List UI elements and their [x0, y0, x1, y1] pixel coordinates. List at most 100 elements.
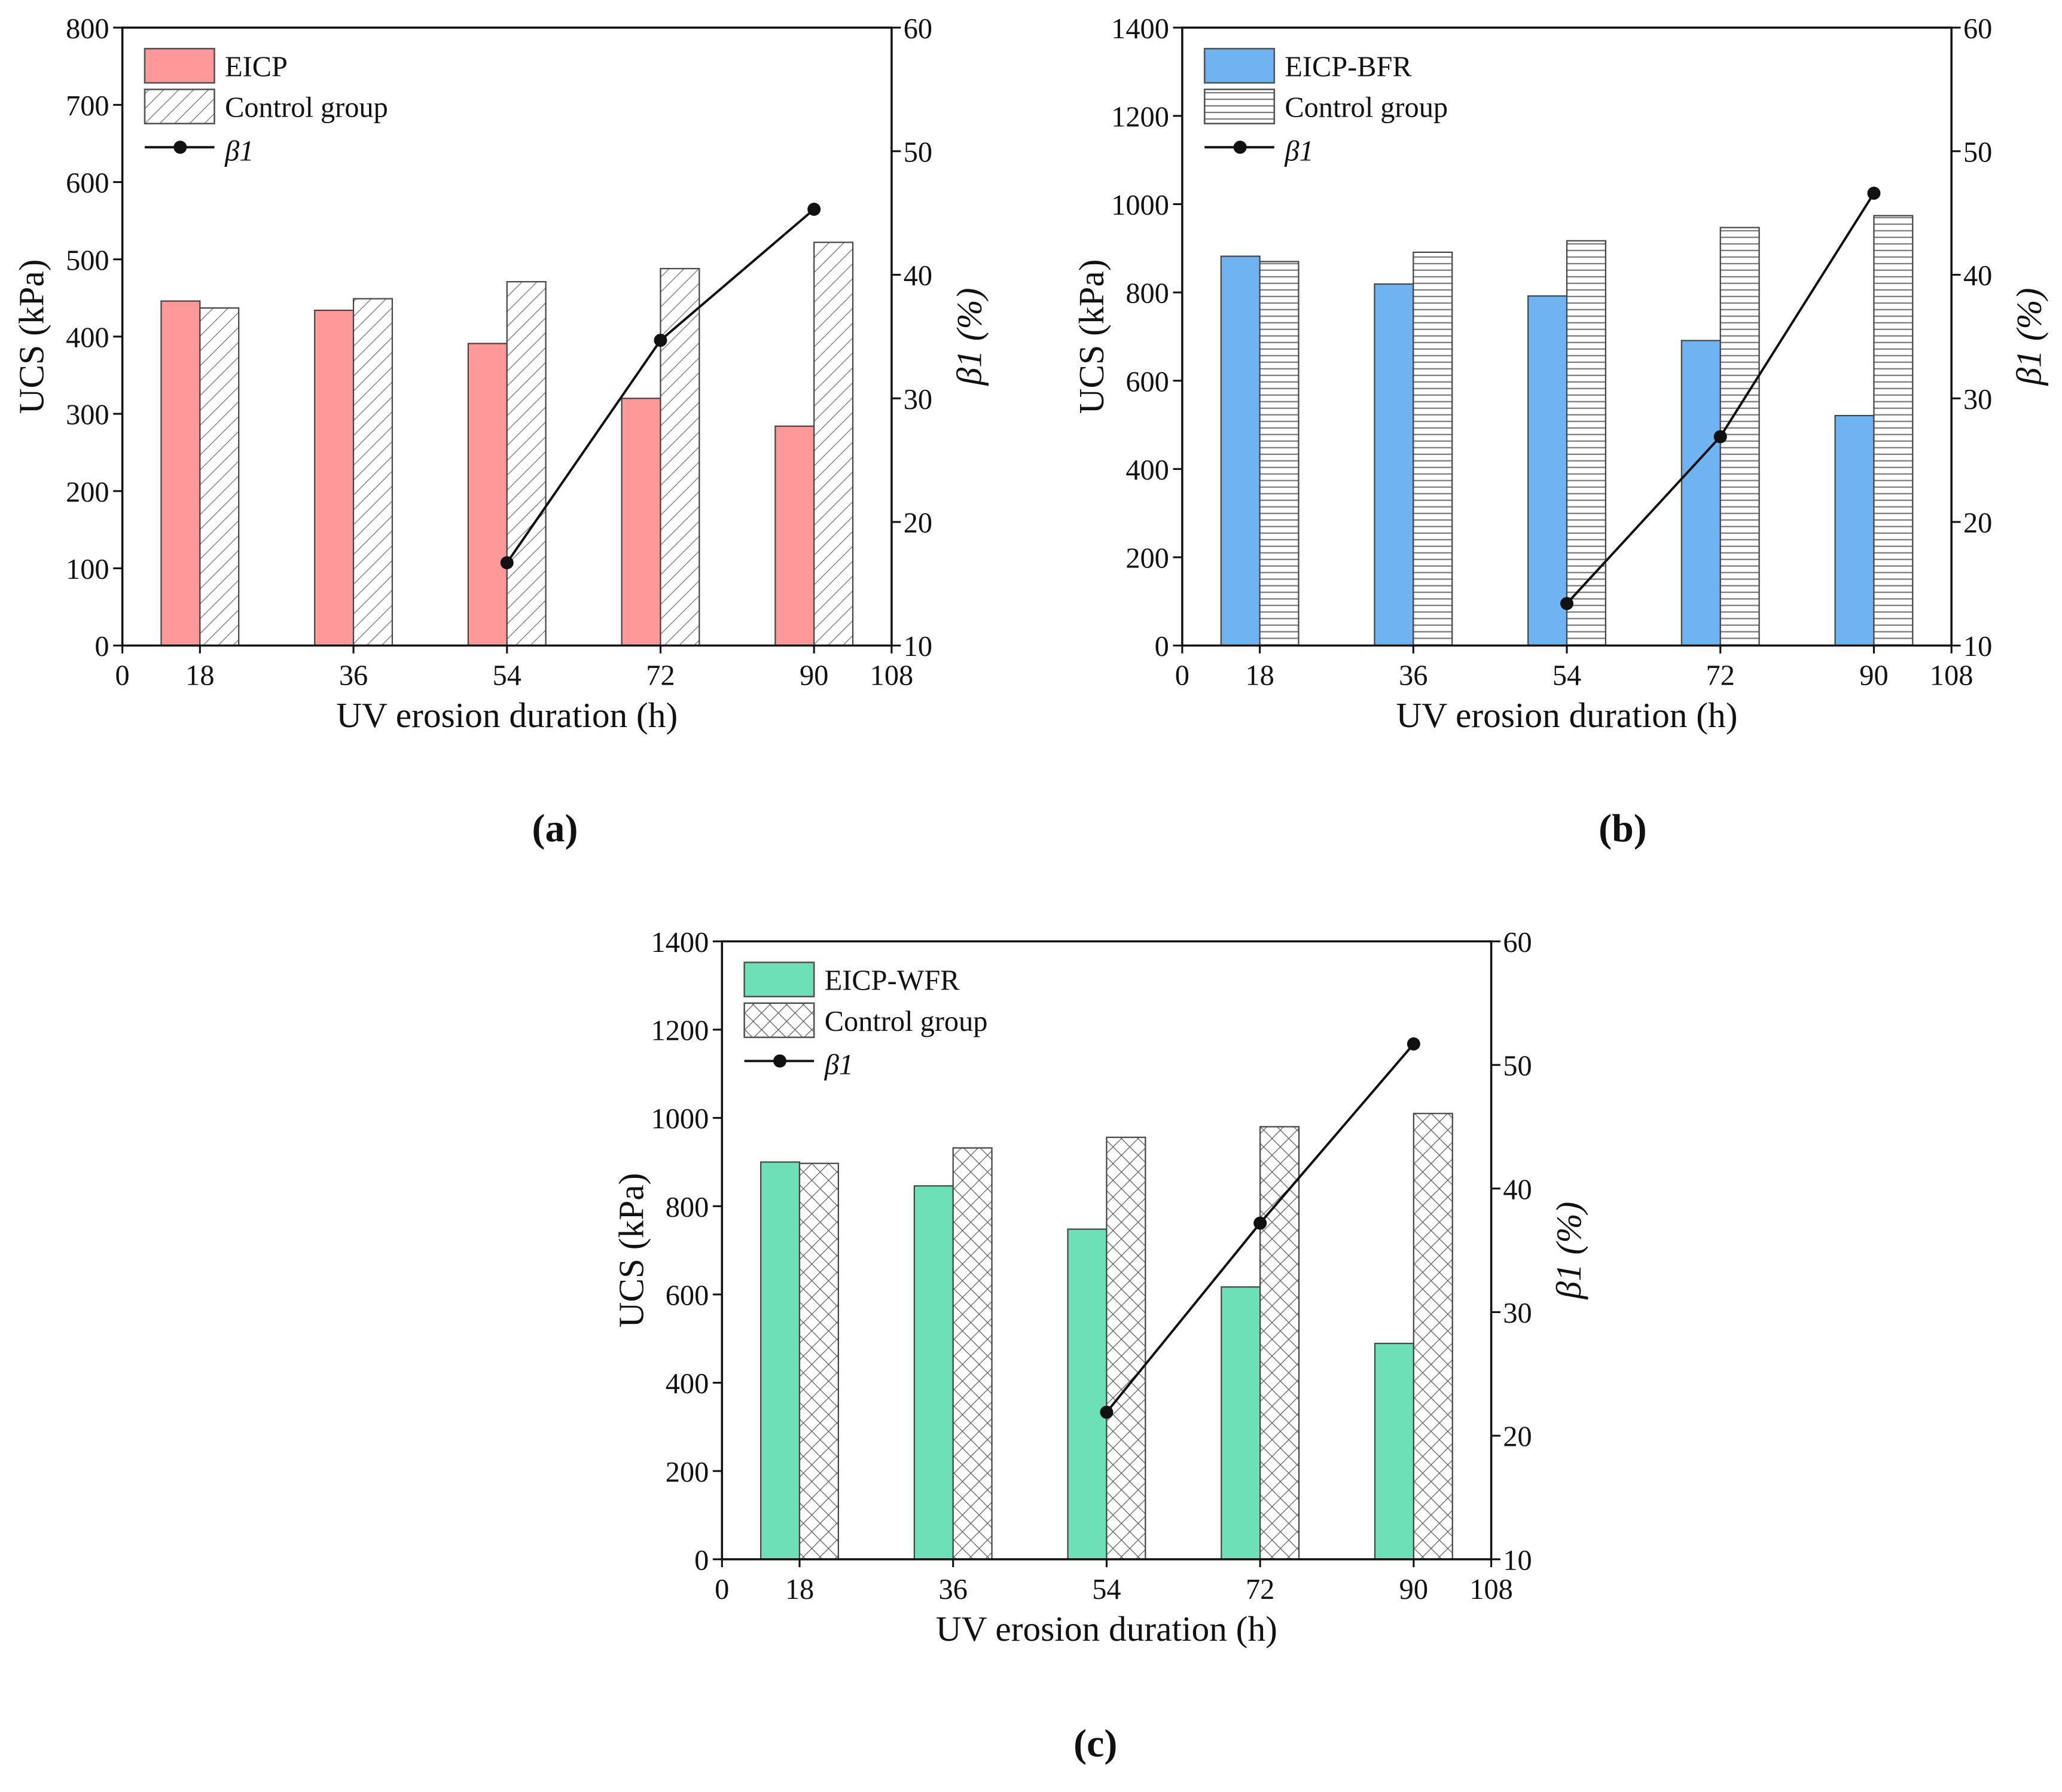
bar-treated-72 — [621, 398, 661, 646]
bar-control-18 — [199, 307, 240, 646]
x-tick-label: 72 — [1246, 1574, 1274, 1605]
beta1-point-72 — [1713, 430, 1727, 444]
x-tick-label: 18 — [185, 660, 214, 692]
x-tick-label: 72 — [1706, 660, 1735, 692]
y-tick-label: 0 — [94, 631, 109, 663]
beta1-point-90 — [807, 203, 821, 216]
y-tick-label: 400 — [666, 1368, 709, 1400]
panel-label: (b) — [1599, 807, 1647, 850]
x-tick-label: 54 — [1552, 660, 1581, 692]
bar-control-36 — [1413, 251, 1453, 646]
legend-marker-beta1 — [1233, 141, 1247, 154]
y2-tick-label: 40 — [1963, 260, 1992, 292]
beta1-point-54 — [1100, 1405, 1114, 1419]
legend-label: Control group — [825, 1006, 988, 1037]
y-tick-label: 1400 — [651, 927, 709, 958]
bar-control-18 — [798, 1162, 839, 1560]
y2-tick-label: 10 — [904, 631, 932, 663]
beta1-point-90 — [1407, 1037, 1420, 1051]
y-tick-label: 200 — [1125, 543, 1169, 575]
y-axis-label: UCS (kPa) — [611, 1173, 651, 1328]
legend-marker-beta1 — [773, 1054, 787, 1068]
x-tick-label: 18 — [1245, 660, 1274, 692]
y-tick-label: 500 — [66, 245, 109, 276]
bar-treated-18 — [1220, 255, 1261, 646]
y2-tick-label: 30 — [904, 384, 932, 416]
y-tick-label: 0 — [1155, 631, 1169, 663]
legend-label-beta1: β1 — [224, 135, 254, 167]
bar-control-36 — [352, 298, 394, 646]
y-tick-label: 700 — [66, 90, 109, 122]
y-tick-label: 0 — [694, 1544, 709, 1576]
legend-swatch-control — [743, 1002, 815, 1039]
y-tick-label: 1000 — [651, 1103, 709, 1135]
bar-treated-36 — [314, 309, 355, 646]
y-tick-label: 100 — [66, 554, 109, 585]
y2-tick-label: 20 — [1503, 1421, 1532, 1453]
x-tick-label: 108 — [1469, 1574, 1513, 1605]
legend-swatch-treated — [743, 961, 815, 998]
y-tick-label: 200 — [666, 1457, 709, 1488]
y-tick-label: 800 — [1125, 278, 1169, 310]
y2-tick-label: 40 — [1503, 1174, 1532, 1205]
y2-tick-label: 20 — [904, 508, 932, 539]
bar-treated-54 — [467, 343, 508, 646]
beta1-point-54 — [1560, 597, 1574, 610]
legend-label: EICP — [225, 51, 288, 83]
y-axis-label: UCS (kPa) — [1072, 259, 1111, 414]
panel-label: (a) — [532, 807, 578, 850]
y2-tick-label: 10 — [1963, 631, 1992, 663]
y-tick-label: 600 — [1125, 366, 1169, 398]
x-tick-label: 72 — [646, 660, 675, 692]
beta1-point-90 — [1867, 187, 1881, 200]
bar-treated-18 — [160, 300, 201, 646]
y2-tick-label: 40 — [904, 260, 932, 292]
beta1-point-72 — [654, 334, 667, 347]
x-tick-label: 54 — [493, 660, 521, 692]
bar-control-54 — [1566, 240, 1606, 646]
y-tick-label: 1200 — [1111, 101, 1169, 133]
bar-control-90 — [1873, 215, 1914, 646]
x-tick-label: 54 — [1092, 1574, 1121, 1605]
y2-axis-label: β1 (%) — [949, 288, 989, 386]
bar-treated-90 — [1374, 1342, 1414, 1560]
beta1-point-72 — [1253, 1216, 1267, 1230]
bar-treated-54 — [1067, 1228, 1108, 1560]
legend-swatch-treated — [144, 48, 215, 84]
y-tick-label: 200 — [66, 477, 109, 508]
y2-tick-label: 30 — [1503, 1298, 1532, 1329]
bar-treated-36 — [913, 1185, 954, 1560]
legend-label-beta1: β1 — [824, 1049, 853, 1080]
x-tick-label: 90 — [1399, 1574, 1428, 1605]
y2-tick-label: 60 — [1963, 13, 1992, 45]
x-tick-label: 0 — [1175, 660, 1189, 692]
legend-label: EICP-BFR — [1285, 51, 1412, 83]
x-tick-label: 36 — [339, 660, 368, 692]
bar-treated-72 — [1221, 1286, 1261, 1560]
x-tick-label: 0 — [115, 660, 130, 692]
y2-tick-label: 50 — [1503, 1051, 1532, 1082]
y-tick-label: 1000 — [1111, 190, 1169, 221]
bar-control-90 — [1413, 1113, 1453, 1560]
y2-tick-label: 50 — [1963, 136, 1992, 168]
bar-treated-54 — [1527, 295, 1568, 646]
y-tick-label: 400 — [66, 322, 109, 353]
beta1-point-54 — [500, 556, 514, 570]
y-tick-label: 400 — [1125, 454, 1169, 486]
y2-tick-label: 10 — [1503, 1544, 1532, 1576]
bar-treated-90 — [774, 425, 815, 646]
legend-swatch-control — [1203, 88, 1276, 125]
y2-tick-label: 50 — [904, 136, 932, 168]
legend-swatch-control — [144, 88, 215, 125]
bar-control-72 — [1259, 1126, 1300, 1560]
y2-tick-label: 60 — [1503, 927, 1532, 958]
bar-treated-36 — [1374, 283, 1414, 646]
y2-tick-label: 20 — [1963, 508, 1992, 539]
y2-axis-label: β1 (%) — [2009, 288, 2049, 386]
bar-control-18 — [1259, 261, 1300, 646]
y-tick-label: 800 — [666, 1192, 709, 1223]
